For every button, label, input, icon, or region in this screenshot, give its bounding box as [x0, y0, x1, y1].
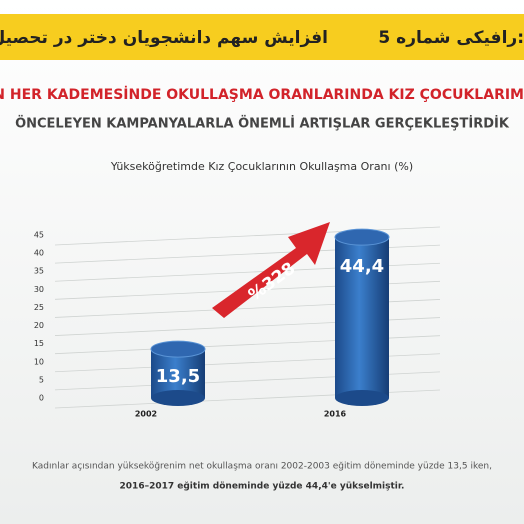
- bar-top: [150, 340, 206, 358]
- y-tick-label: 0: [39, 394, 44, 403]
- y-tick-label: 5: [39, 375, 44, 384]
- x-tick-label: 2002: [135, 410, 157, 419]
- y-tick-label: 45: [34, 231, 44, 240]
- footnote-line: Kadınlar açısından yükseköğrenim net oku…: [32, 462, 492, 472]
- heading: TİMİN HER KADEMESİNDE OKULLAŞMA ORANLARI…: [0, 86, 524, 103]
- value-label: 13,5: [156, 366, 200, 387]
- y-tick-label: 10: [34, 357, 44, 366]
- chart-title: Yükseköğretimde Kız Çocuklarının Okullaş…: [110, 160, 413, 173]
- value-label: 44,4: [340, 256, 384, 277]
- bar-top: [334, 228, 390, 246]
- footnote-line: 2016–2017 eğitim döneminde yüzde 44,4'e …: [120, 482, 405, 492]
- y-tick-label: 35: [34, 267, 44, 276]
- plot: 0 5 10 15 20 25 30 35 40 45 13,5 2002 44,4 2016: [34, 226, 441, 419]
- bar-base: [335, 390, 389, 406]
- header-band: [0, 14, 524, 60]
- y-tick-label: 15: [34, 339, 44, 348]
- header-left: افزایش سهم دانشجویان دختر در تحصیل: [0, 28, 328, 48]
- header-right: رافیکی شماره 5:: [378, 28, 524, 48]
- bar-base: [151, 390, 205, 406]
- bar: [335, 237, 389, 398]
- x-tick-label: 2016: [324, 410, 347, 419]
- y-tick-label: 40: [34, 249, 44, 258]
- arrow: [212, 222, 330, 318]
- y-tick-label: 30: [34, 285, 44, 294]
- y-tick-label: 20: [34, 321, 44, 330]
- subheading: ÖNCELEYEN KAMPANYALARLA ÖNEMLİ ARTIŞLAR …: [15, 116, 510, 132]
- y-tick-label: 25: [34, 303, 44, 312]
